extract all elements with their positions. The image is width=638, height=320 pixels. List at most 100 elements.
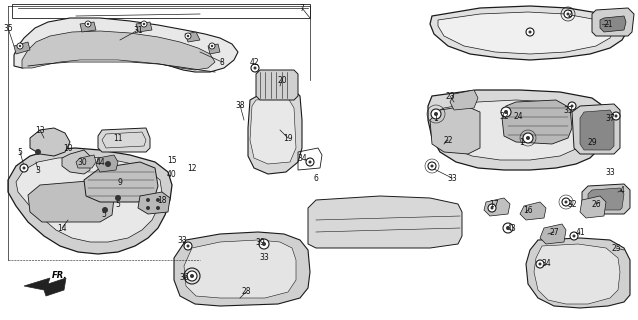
Polygon shape [185,32,200,42]
Circle shape [186,244,189,247]
Circle shape [568,102,576,110]
Text: 38: 38 [235,100,245,109]
Polygon shape [30,128,70,156]
Text: 27: 27 [549,228,559,236]
Polygon shape [520,202,546,220]
Text: 35: 35 [3,23,13,33]
Text: 18: 18 [157,196,167,204]
Circle shape [17,43,23,49]
Circle shape [259,239,269,249]
Text: 30: 30 [77,157,87,166]
Circle shape [570,105,574,108]
Text: 25: 25 [611,244,621,252]
Text: 2: 2 [568,10,572,19]
Circle shape [536,260,544,268]
Text: 22: 22 [443,135,453,145]
Text: 29: 29 [587,138,597,147]
Circle shape [211,45,213,47]
Text: 33: 33 [563,106,573,115]
Circle shape [87,23,89,25]
Circle shape [209,43,215,49]
Polygon shape [540,224,566,244]
Circle shape [187,35,189,37]
Text: 28: 28 [241,287,251,297]
Polygon shape [450,90,478,110]
Circle shape [570,232,578,240]
Polygon shape [580,196,606,218]
Polygon shape [14,18,238,72]
Circle shape [565,201,567,204]
Text: 5: 5 [18,148,22,156]
Polygon shape [582,184,630,214]
Text: 33: 33 [447,173,457,182]
Text: 8: 8 [219,58,225,67]
Text: 1: 1 [519,138,524,147]
Polygon shape [250,98,296,164]
Polygon shape [8,148,172,254]
Polygon shape [484,198,510,216]
Polygon shape [62,150,90,174]
Polygon shape [24,278,66,296]
Circle shape [504,110,508,114]
Circle shape [184,242,192,250]
Circle shape [614,115,618,117]
Text: 6: 6 [313,173,318,182]
Polygon shape [208,44,220,54]
Polygon shape [308,196,462,248]
Circle shape [612,112,620,120]
Polygon shape [16,157,162,242]
Polygon shape [600,16,626,32]
Circle shape [488,204,496,212]
Polygon shape [526,238,630,308]
Circle shape [156,206,160,210]
Circle shape [562,198,570,206]
Polygon shape [14,42,30,54]
Text: 15: 15 [167,156,177,164]
Polygon shape [22,31,215,70]
Circle shape [141,21,147,27]
Circle shape [190,274,194,278]
Text: 32: 32 [567,199,577,209]
Polygon shape [98,128,150,152]
Polygon shape [438,12,614,54]
Text: 33: 33 [605,167,615,177]
Polygon shape [430,6,628,60]
Text: 33: 33 [177,236,187,244]
Text: 3: 3 [36,165,40,174]
Text: 10: 10 [63,143,73,153]
Circle shape [564,10,572,18]
Text: 33: 33 [259,253,269,262]
Polygon shape [580,110,614,150]
Text: 44: 44 [95,157,105,166]
Text: 41: 41 [575,228,585,236]
Circle shape [526,136,530,140]
Circle shape [528,30,531,34]
Circle shape [506,226,510,230]
Polygon shape [248,88,302,174]
Text: 26: 26 [591,199,601,209]
Circle shape [19,45,21,47]
Text: 4: 4 [619,186,625,195]
Circle shape [251,64,259,72]
Circle shape [567,12,570,15]
Circle shape [102,207,108,213]
Polygon shape [174,232,310,306]
Polygon shape [430,106,480,154]
Polygon shape [534,244,620,304]
Circle shape [501,107,511,117]
Text: 5: 5 [101,210,107,219]
Polygon shape [96,155,118,172]
Text: 23: 23 [445,92,455,100]
Circle shape [105,161,111,167]
Text: 1: 1 [434,114,438,123]
Polygon shape [184,240,296,298]
Circle shape [146,206,150,210]
Circle shape [491,206,494,210]
Circle shape [146,198,150,202]
Circle shape [428,162,436,170]
Circle shape [538,262,542,266]
Polygon shape [138,192,170,214]
Text: 16: 16 [523,205,533,214]
Circle shape [143,23,145,25]
Polygon shape [572,104,620,154]
